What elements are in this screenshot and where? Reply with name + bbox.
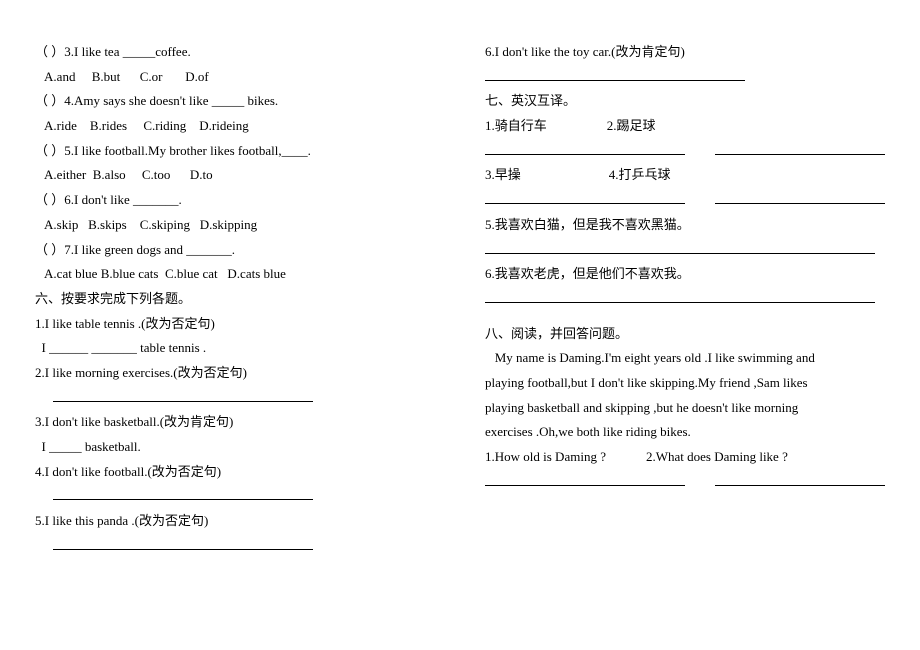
section-7-title: 七、英汉互译。 (485, 89, 885, 114)
answer-blank-7-5 (485, 238, 885, 263)
task-6: 6.I don't like the toy car.(改为肯定句) (485, 40, 885, 65)
q8-2: 2.What does Daming like ? (646, 445, 788, 470)
s7-3: 3.早操 (485, 163, 521, 188)
mc-q4-opts: A.ride B.rides C.riding D.rideing (35, 114, 435, 139)
task-1b: I ______ _______ table tennis . (35, 336, 435, 361)
passage-2: playing football,but I don't like skippi… (485, 371, 885, 396)
task-3b: I _____ basketball. (35, 435, 435, 460)
answer-row-8 (485, 470, 885, 495)
mc-q5-stem: （ ）5.I like football.My brother likes fo… (35, 139, 435, 164)
q8-1: 1.How old is Daming ? (485, 445, 606, 470)
mc-q7-stem: （ ）7.I like green dogs and _______. (35, 238, 435, 263)
q8-row: 1.How old is Daming ? 2.What does Daming… (485, 445, 885, 470)
answer-blank-2 (35, 386, 435, 411)
right-column: 6.I don't like the toy car.(改为肯定句) 七、英汉互… (485, 40, 885, 610)
passage-3: playing basketball and skipping ,but he … (485, 396, 885, 421)
s7-2: 2.踢足球 (607, 114, 656, 139)
mc-q6-opts: A.skip B.skips C.skiping D.skipping (35, 213, 435, 238)
passage-1: My name is Daming.I'm eight years old .I… (485, 346, 885, 371)
s7-6: 6.我喜欢老虎，但是他们不喜欢我。 (485, 262, 885, 287)
task-4: 4.I don't like football.(改为否定句) (35, 460, 435, 485)
mc-q7-opts: A.cat blue B.blue cats C.blue cat D.cats… (35, 262, 435, 287)
mc-q3-stem: （ ）3.I like tea _____coffee. (35, 40, 435, 65)
answer-blank-5 (35, 534, 435, 559)
task-5: 5.I like this panda .(改为否定句) (35, 509, 435, 534)
mc-q5-opts: A.either B.also C.too D.to (35, 163, 435, 188)
mc-q4-stem: （ ）4.Amy says she doesn't like _____ bik… (35, 89, 435, 114)
answer-row-2 (485, 188, 885, 213)
task-3a: 3.I don't like basketball.(改为肯定句) (35, 410, 435, 435)
row-7-2: 3.早操 4.打乒乓球 (485, 163, 885, 188)
row-7-1: 1.骑自行车 2.踢足球 (485, 114, 885, 139)
s7-5: 5.我喜欢白猫，但是我不喜欢黑猫。 (485, 213, 885, 238)
task-1a: 1.I like table tennis .(改为否定句) (35, 312, 435, 337)
s7-4: 4.打乒乓球 (581, 163, 671, 188)
answer-blank-4 (35, 484, 435, 509)
left-column: （ ）3.I like tea _____coffee. A.and B.but… (35, 40, 435, 610)
task-2: 2.I like morning exercises.(改为否定句) (35, 361, 435, 386)
passage-4: exercises .Oh,we both like riding bikes. (485, 420, 885, 445)
s7-1: 1.骑自行车 (485, 114, 547, 139)
answer-row-1 (485, 139, 885, 164)
section-6-title: 六、按要求完成下列各题。 (35, 287, 435, 312)
mc-q3-opts: A.and B.but C.or D.of (35, 65, 435, 90)
mc-q6-stem: （ ）6.I don't like _______. (35, 188, 435, 213)
section-8-title: 八、阅读，并回答问题。 (485, 322, 885, 347)
answer-blank-7-6 (485, 287, 885, 312)
answer-blank-6 (485, 65, 885, 90)
